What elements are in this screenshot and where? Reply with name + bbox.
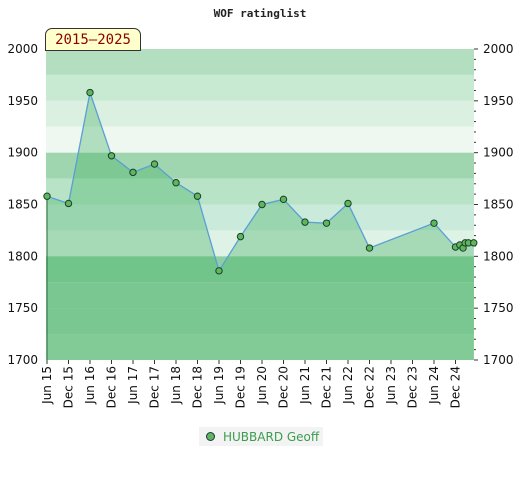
y-tick-label-left: 1900 (7, 146, 38, 160)
y-tick-label-left: 1750 (7, 301, 38, 315)
data-point (193, 192, 202, 200)
x-tick-label: Dec 22 (363, 366, 377, 408)
rating-band (46, 204, 474, 231)
legend[interactable]: HUBBARD Geoff (199, 427, 323, 446)
rating-bands (46, 49, 474, 360)
x-tick-label: Dec 20 (277, 366, 291, 408)
x-tick-label: Jun 15 (40, 366, 54, 405)
x-tick-label: Dec 16 (105, 366, 119, 408)
data-markers (43, 88, 478, 275)
data-point (43, 192, 51, 200)
y-tick-label-right: 1900 (483, 146, 514, 160)
data-point (258, 200, 266, 209)
x-tick-label: Jun 18 (169, 366, 183, 405)
rating-band (46, 100, 474, 127)
rating-band (46, 49, 474, 75)
data-point (172, 179, 180, 187)
y-tick-label-right: 1850 (483, 198, 514, 212)
rating-band (46, 126, 474, 153)
x-tick-label: Jun 20 (255, 366, 269, 405)
y-tick-label-right: 1800 (483, 249, 514, 263)
x-tick-label: Dec 19 (234, 366, 248, 408)
rating-band (46, 256, 474, 283)
rating-band (46, 282, 474, 309)
x-tick-label: Dec 17 (148, 366, 162, 408)
y-tick-label-left: 1850 (7, 198, 38, 212)
period-label: 2015–2025 (45, 28, 141, 51)
x-tick-label: Dec 15 (62, 366, 76, 408)
x-tick-label: Jun 16 (83, 366, 97, 405)
x-tick-label: Dec 21 (320, 366, 334, 408)
data-point (215, 267, 223, 275)
x-tick-label: Dec 24 (449, 366, 463, 408)
rating-band (46, 308, 474, 335)
x-tick-label: Jun 17 (126, 366, 140, 405)
legend-marker-icon (206, 432, 215, 441)
rating-band (46, 152, 474, 179)
chart-title: WOF ratinglist (214, 7, 307, 20)
data-point (365, 244, 374, 252)
y-tick-label-left: 1950 (7, 94, 38, 108)
data-point (322, 219, 331, 227)
rating-band (46, 334, 474, 360)
series-area-fill (47, 92, 474, 360)
data-point (344, 199, 352, 208)
y-tick-label-right: 1750 (483, 301, 514, 315)
rating-band (46, 178, 474, 205)
data-point (430, 219, 438, 227)
x-tick-label: Dec 23 (406, 366, 420, 408)
x-tick-label: Jun 21 (298, 366, 312, 405)
axes: 1700 1700 1750 1750 1800 1800 1850 1850 1900 1900… (7, 42, 513, 408)
data-point (64, 199, 73, 208)
data-point (107, 152, 116, 160)
x-tick-label: Dec 18 (191, 366, 205, 408)
data-point (150, 160, 159, 168)
rating-band (46, 74, 474, 101)
data-point (129, 168, 137, 177)
y-tick-label-right: 1700 (483, 353, 514, 367)
x-tick-label: Jun 24 (427, 366, 441, 405)
y-tick-label-right: 1950 (483, 94, 514, 108)
x-tick-label: Jun 23 (384, 366, 398, 405)
y-tick-label-left: 1800 (7, 249, 38, 263)
data-point (86, 88, 94, 97)
data-point (236, 232, 245, 241)
data-point (470, 239, 478, 247)
x-tick-label: Jun 19 (212, 366, 226, 405)
y-tick-label-left: 1700 (7, 353, 38, 367)
legend-series-label: HUBBARD Geoff (223, 429, 320, 444)
data-point (279, 195, 288, 204)
y-tick-label-right: 2000 (483, 42, 514, 56)
x-tick-label: Jun 22 (341, 366, 355, 405)
data-point (301, 218, 309, 226)
y-tick-label-left: 2000 (7, 42, 38, 56)
